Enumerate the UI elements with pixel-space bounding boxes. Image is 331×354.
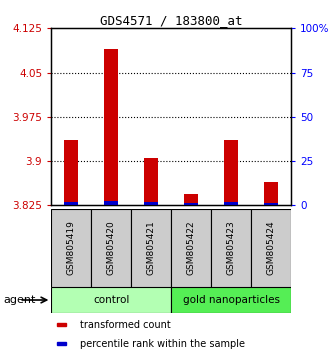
Text: control: control: [93, 295, 129, 305]
Bar: [51, 287, 171, 313]
Bar: [171, 209, 211, 287]
Text: agent: agent: [3, 295, 36, 305]
Bar: [57, 342, 66, 346]
Bar: [264, 182, 278, 205]
Text: GSM805421: GSM805421: [147, 221, 156, 275]
Bar: [104, 201, 118, 205]
Text: GSM805422: GSM805422: [187, 221, 196, 275]
Title: GDS4571 / 183800_at: GDS4571 / 183800_at: [100, 14, 243, 27]
Text: GSM805424: GSM805424: [267, 221, 276, 275]
Text: percentile rank within the sample: percentile rank within the sample: [80, 339, 245, 349]
Bar: [184, 202, 198, 205]
Text: gold nanoparticles: gold nanoparticles: [183, 295, 280, 305]
Bar: [131, 209, 171, 287]
Text: GSM805423: GSM805423: [227, 221, 236, 275]
Bar: [51, 209, 91, 287]
Bar: [224, 141, 238, 205]
Text: GSM805420: GSM805420: [107, 221, 116, 275]
Bar: [171, 287, 291, 313]
Bar: [57, 323, 66, 326]
Bar: [144, 202, 158, 205]
Bar: [224, 202, 238, 205]
Bar: [104, 49, 118, 205]
Bar: [184, 194, 198, 205]
Bar: [64, 141, 78, 205]
Bar: [251, 209, 291, 287]
Text: GSM805419: GSM805419: [67, 220, 76, 275]
Bar: [211, 209, 251, 287]
Bar: [91, 209, 131, 287]
Bar: [64, 202, 78, 205]
Bar: [144, 158, 158, 205]
Text: transformed count: transformed count: [80, 320, 170, 330]
Bar: [264, 202, 278, 205]
